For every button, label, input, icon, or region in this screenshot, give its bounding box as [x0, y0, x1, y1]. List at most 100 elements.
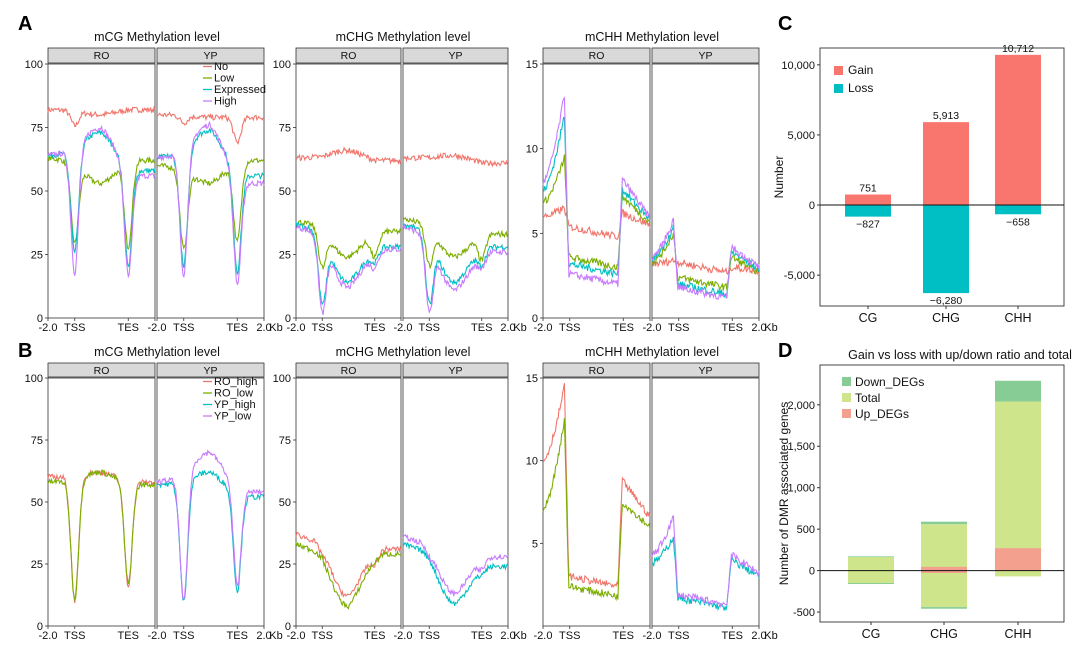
series-line-RO_high — [542, 383, 651, 589]
legend-label: High — [214, 96, 237, 108]
y-tick-label: 50 — [279, 186, 291, 198]
y-tick-label: 25 — [279, 559, 291, 571]
facet-label: RO — [589, 50, 605, 62]
x-tick-label: -2.0 — [534, 322, 553, 334]
x-tick-label: 2.0 — [751, 322, 766, 334]
bar-up-degs — [921, 566, 967, 571]
series-line-High — [295, 223, 402, 316]
series-line-YP_low — [651, 514, 760, 609]
series-line-YP_high — [402, 542, 509, 607]
x-tick-label: -2.0 — [643, 322, 662, 334]
x-tick-label: -2.0 — [643, 630, 662, 642]
series-line-RO_low — [47, 469, 156, 602]
bar-Loss — [995, 205, 1041, 215]
facet-label: RO — [94, 365, 110, 377]
x-tick-label: -2.0 — [287, 630, 306, 642]
series-line-High — [402, 223, 509, 314]
series-line-No — [542, 205, 651, 241]
facet-strip — [542, 362, 651, 378]
x-tick-label: TSS — [64, 630, 85, 642]
x-tick-label: TSS — [419, 322, 440, 334]
facet-label: YP — [698, 50, 712, 62]
y-tick-label: 0 — [285, 313, 291, 325]
legend-label: Down_DEGs — [855, 375, 924, 389]
panel-label-d: D — [778, 340, 792, 362]
y-tick-label: 0 — [809, 200, 815, 212]
x-tick-label: TES — [613, 630, 634, 642]
bar-value-label: −658 — [1006, 216, 1030, 228]
x-tick-label: -2.0 — [39, 630, 58, 642]
series-line-High — [651, 217, 760, 301]
series-line-Low — [542, 154, 651, 271]
facet-strip — [402, 362, 509, 378]
x-tick-label: TSS — [312, 630, 333, 642]
y-tick-label: -500 — [793, 607, 815, 619]
legend-label: RO_low — [214, 388, 253, 400]
bar-Gain — [845, 194, 891, 206]
facet-strip — [156, 47, 265, 64]
facet-strip — [542, 47, 651, 64]
y-tick-label: 15 — [526, 373, 538, 385]
chart-title: mCG Methylation level — [94, 345, 220, 359]
plot-frame — [156, 377, 265, 627]
series-line-No — [47, 105, 156, 128]
series-line-RO_low — [295, 541, 402, 610]
x-tick-label: TES — [613, 322, 634, 334]
facet-label: YP — [203, 50, 217, 62]
x-tick-label: -2.0 — [534, 630, 553, 642]
facet-strip — [156, 362, 265, 378]
bar-up-degs — [995, 548, 1041, 571]
facet-label: RO — [341, 50, 357, 62]
legend-label: No — [214, 61, 228, 73]
x-tick-label: CHH — [1004, 627, 1031, 641]
x-tick-label: TES — [227, 322, 248, 334]
x-tick-label: 2.0 — [751, 630, 766, 642]
series-line-Expressed — [156, 126, 265, 276]
facet-strip — [295, 47, 402, 64]
series-line-No — [295, 146, 402, 165]
series-line-High — [47, 124, 156, 279]
x-tick-label: CHH — [1004, 311, 1031, 325]
x-unit: Kb — [764, 630, 777, 642]
facet-label: RO — [589, 365, 605, 377]
x-tick-label: -2.0 — [394, 322, 413, 334]
plot-frame — [47, 63, 156, 319]
bar-value-label: 751 — [859, 183, 877, 195]
series-line-No — [402, 152, 509, 168]
facet-label: YP — [448, 365, 462, 377]
plot-frame — [542, 63, 651, 319]
x-tick-label: TSS — [668, 630, 689, 642]
x-tick-label: TES — [118, 322, 139, 334]
x-tick-label: -2.0 — [394, 630, 413, 642]
bar-Loss — [923, 205, 969, 294]
x-unit: Kb — [513, 630, 526, 642]
y-tick-label: 2,000 — [787, 400, 815, 412]
bar-total — [921, 570, 967, 608]
x-tick-label: TSS — [559, 630, 580, 642]
facet-label: RO — [341, 365, 357, 377]
y-tick-label: 100 — [273, 59, 291, 71]
y-tick-label: 50 — [31, 186, 43, 198]
x-tick-label: CG — [862, 627, 881, 641]
x-unit: Kb — [269, 630, 282, 642]
series-line-Low — [156, 157, 265, 250]
chart-title: mCHH Methylation level — [585, 30, 719, 44]
chart-B-mCHG: mCHG Methylation level RO -2.0 TSS TES YP -2.0… — [273, 345, 527, 642]
x-tick-label: TES — [471, 630, 492, 642]
x-unit: Kb — [764, 322, 777, 334]
plot-frame — [402, 63, 509, 319]
series-line-YP_low — [402, 533, 509, 597]
facet-strip — [47, 362, 156, 378]
x-tick-label: TSS — [312, 322, 333, 334]
facet-strip — [47, 47, 156, 64]
bar-down-degs — [995, 380, 1041, 402]
series-line-RO_high — [295, 531, 402, 598]
y-tick-label: 10 — [526, 456, 538, 468]
legend-swatch — [834, 84, 843, 93]
x-tick-label: TES — [118, 630, 139, 642]
legend-swatch — [842, 393, 851, 402]
plot-frame — [295, 377, 402, 627]
x-tick-label: TSS — [173, 322, 194, 334]
x-tick-label: TES — [471, 322, 492, 334]
y-tick-label: 100 — [25, 373, 43, 385]
